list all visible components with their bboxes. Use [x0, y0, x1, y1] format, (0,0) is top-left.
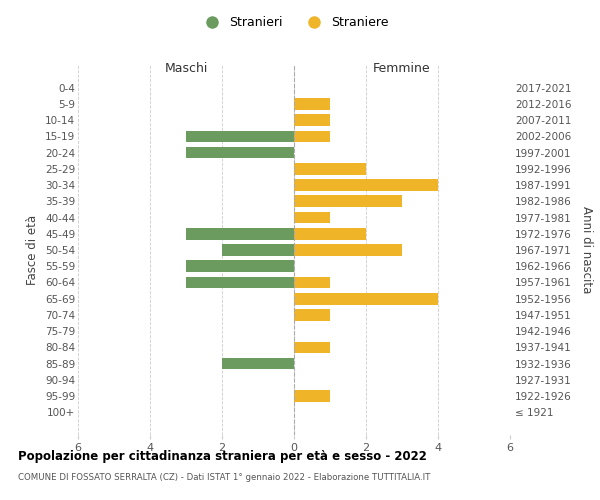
- Bar: [186, 130, 294, 142]
- Legend: Stranieri, Straniere: Stranieri, Straniere: [194, 11, 394, 34]
- Bar: [186, 228, 294, 239]
- Bar: [294, 342, 330, 353]
- Bar: [222, 358, 294, 370]
- Bar: [294, 244, 402, 256]
- Text: Femmine: Femmine: [373, 62, 431, 74]
- Bar: [186, 276, 294, 288]
- Bar: [294, 276, 330, 288]
- Text: COMUNE DI FOSSATO SERRALTA (CZ) - Dati ISTAT 1° gennaio 2022 - Elaborazione TUTT: COMUNE DI FOSSATO SERRALTA (CZ) - Dati I…: [18, 472, 430, 482]
- Bar: [294, 228, 366, 239]
- Bar: [294, 196, 402, 207]
- Bar: [294, 114, 330, 126]
- Bar: [294, 163, 366, 174]
- Bar: [186, 147, 294, 158]
- Bar: [294, 293, 438, 304]
- Y-axis label: Anni di nascita: Anni di nascita: [580, 206, 593, 294]
- Bar: [294, 309, 330, 321]
- Bar: [294, 390, 330, 402]
- Bar: [294, 179, 438, 191]
- Bar: [294, 212, 330, 224]
- Bar: [294, 98, 330, 110]
- Bar: [186, 260, 294, 272]
- Y-axis label: Fasce di età: Fasce di età: [26, 215, 40, 285]
- Bar: [294, 130, 330, 142]
- Text: Maschi: Maschi: [164, 62, 208, 74]
- Text: Popolazione per cittadinanza straniera per età e sesso - 2022: Popolazione per cittadinanza straniera p…: [18, 450, 427, 463]
- Bar: [222, 244, 294, 256]
